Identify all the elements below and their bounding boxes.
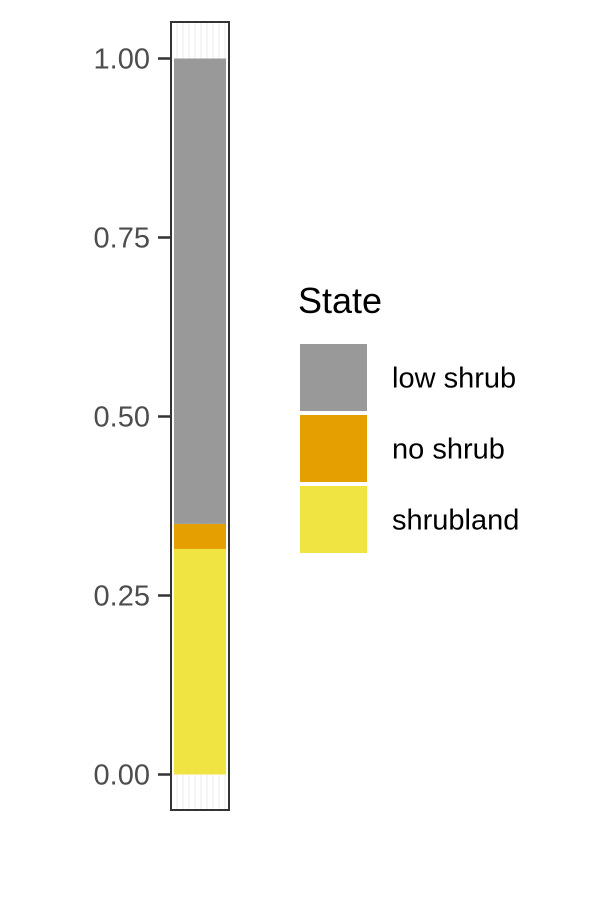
y-tick-label: 0.25	[94, 581, 150, 613]
legend-key-low-shrub	[300, 344, 367, 411]
legend-label-shrubland: shrubland	[392, 505, 519, 537]
legend-key-no-shrub	[300, 415, 367, 482]
y-tick-label: 0.50	[94, 402, 150, 434]
bar-segment-shrubland	[174, 548, 226, 775]
y-axis: 0.00 0.25 0.50 0.75 1.00	[94, 44, 171, 792]
legend: State low shrub no shrub shrubland	[298, 280, 519, 553]
legend-key-shrubland	[300, 486, 367, 553]
legend-title: State	[298, 280, 382, 321]
y-tick-label: 0.75	[94, 223, 150, 255]
y-tick-label: 1.00	[94, 44, 150, 76]
bar-segments	[170, 21, 230, 811]
y-tick-label: 0.00	[94, 760, 150, 792]
bar-segment-low-shrub	[174, 58, 226, 524]
bar-segment-no-shrub	[174, 523, 226, 549]
legend-label-low-shrub: low shrub	[392, 363, 516, 395]
legend-label-no-shrub: no shrub	[392, 434, 505, 466]
